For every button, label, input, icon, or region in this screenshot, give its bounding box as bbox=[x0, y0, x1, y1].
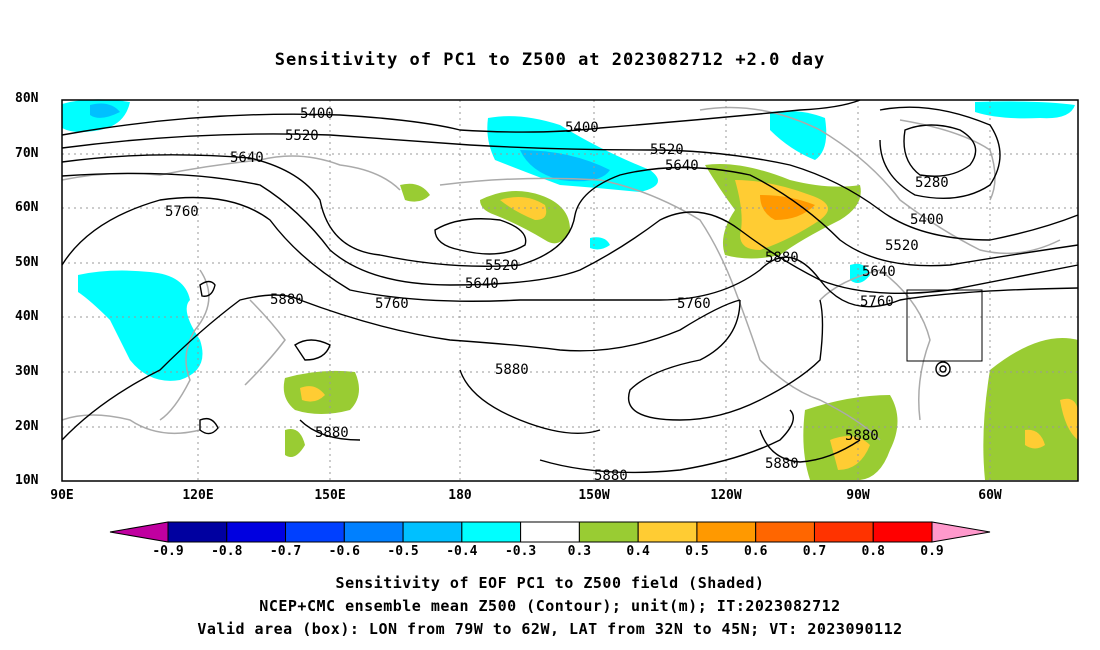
colorbar-label: 0.4 bbox=[626, 544, 650, 559]
colorbar-segment bbox=[520, 521, 580, 543]
contour-label: 5880 bbox=[845, 428, 879, 444]
contour-label: 5760 bbox=[165, 204, 199, 220]
lat-label: 40N bbox=[15, 309, 39, 324]
colorbar-segment bbox=[755, 521, 815, 543]
lon-label: 90E bbox=[50, 488, 74, 503]
colorbar-segment bbox=[343, 521, 404, 543]
lat-label: 50N bbox=[15, 255, 39, 270]
lat-label: 60N bbox=[15, 200, 39, 215]
colorbar-label: -0.5 bbox=[387, 544, 419, 559]
sensitivity-map: 5400552056405760588054005520564055205640… bbox=[61, 99, 1079, 484]
caption-contour: NCEP+CMC ensemble mean Z500 (Contour); u… bbox=[259, 597, 841, 615]
lon-label: 150W bbox=[578, 488, 610, 503]
caption-valid-area: Valid area (box): LON from 79W to 62W, L… bbox=[197, 620, 903, 638]
contour-label: 5400 bbox=[910, 212, 944, 228]
contour-label: 5880 bbox=[315, 425, 349, 441]
contour-label: 5760 bbox=[375, 296, 409, 312]
caption-shading: Sensitivity of EOF PC1 to Z500 field (Sh… bbox=[335, 574, 765, 592]
colorbar-label: -0.6 bbox=[328, 544, 360, 559]
map-title: Sensitivity of PC1 to Z500 at 2023082712… bbox=[274, 50, 826, 70]
lat-label: 30N bbox=[15, 364, 39, 379]
contour-label: 5520 bbox=[485, 258, 519, 274]
colorbar-label: 0.3 bbox=[567, 544, 592, 559]
contour-label: 5880 bbox=[765, 250, 799, 266]
colorbar-segment bbox=[402, 521, 463, 543]
contour-label: 5640 bbox=[465, 276, 499, 292]
contour-label: 5760 bbox=[677, 296, 711, 312]
lon-label: 90W bbox=[846, 488, 870, 503]
colorbar-segment bbox=[578, 521, 639, 543]
colorbar-segment bbox=[226, 521, 287, 543]
contour-label: 5520 bbox=[885, 238, 919, 254]
contour-label: 5880 bbox=[765, 456, 799, 472]
contour-label: 5640 bbox=[665, 158, 699, 174]
contour-label: 5880 bbox=[594, 468, 628, 484]
lon-label: 60W bbox=[978, 488, 1002, 503]
contour-label: 5400 bbox=[300, 106, 334, 122]
lon-label: 120E bbox=[182, 488, 214, 503]
colorbar-label: -0.7 bbox=[269, 544, 302, 559]
colorbar-label: 0.8 bbox=[861, 544, 885, 559]
colorbar-segment bbox=[285, 521, 345, 543]
contour-label: 5520 bbox=[650, 142, 684, 158]
colorbar-label: -0.4 bbox=[446, 544, 478, 559]
colorbar-label: -0.8 bbox=[211, 544, 243, 559]
colorbar-label: 0.5 bbox=[685, 544, 709, 559]
colorbar-label: -0.3 bbox=[504, 544, 537, 559]
lat-label: 70N bbox=[15, 146, 39, 161]
colorbar-label: 0.9 bbox=[920, 544, 944, 559]
lat-label: 80N bbox=[15, 91, 39, 106]
contour-label: 5520 bbox=[285, 128, 319, 144]
lat-label: 10N bbox=[15, 473, 39, 488]
lat-label: 20N bbox=[15, 419, 39, 434]
colorbar-label: -0.9 bbox=[152, 544, 184, 559]
colorbar-segment bbox=[461, 521, 522, 543]
contour-label: 5640 bbox=[862, 264, 896, 280]
lon-label: 180 bbox=[448, 488, 472, 503]
valid-area-box bbox=[906, 289, 983, 362]
z500-contours bbox=[61, 99, 1079, 474]
colorbar-segment bbox=[872, 521, 933, 543]
contour-label: 5640 bbox=[230, 150, 264, 166]
map-frame bbox=[61, 99, 1079, 482]
colorbar-label: 0.6 bbox=[743, 544, 768, 559]
colorbar bbox=[109, 521, 991, 543]
colorbar-label: 0.7 bbox=[802, 544, 827, 559]
lon-label: 150E bbox=[314, 488, 346, 503]
colorbar-segment bbox=[167, 521, 228, 543]
contour-label: 5400 bbox=[565, 120, 599, 136]
colorbar-right-arrow bbox=[931, 521, 991, 543]
colorbar-segment bbox=[637, 521, 698, 543]
grid-lines bbox=[62, 100, 1078, 481]
colorbar-segment bbox=[696, 521, 757, 543]
contour-label: 5880 bbox=[495, 362, 529, 378]
colorbar-segment bbox=[813, 521, 874, 543]
lon-label: 120W bbox=[710, 488, 742, 503]
contour-label: 5880 bbox=[270, 292, 304, 308]
contour-labels: 5400552056405760588054005520564055205640… bbox=[165, 106, 949, 484]
contour-label: 5280 bbox=[915, 175, 949, 191]
contour-label: 5760 bbox=[860, 294, 894, 310]
colorbar-left-arrow bbox=[109, 521, 169, 543]
